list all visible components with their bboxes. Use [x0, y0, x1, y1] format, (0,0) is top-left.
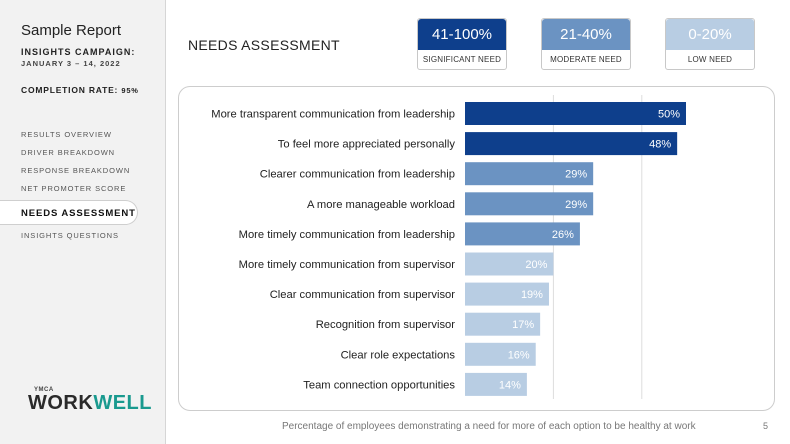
campaign-label: INSIGHTS CAMPAIGN:	[21, 47, 136, 57]
completion-rate: COMPLETION RATE: 95%	[21, 85, 139, 95]
nav-insights-questions[interactable]: INSIGHTS QUESTIONS	[21, 231, 119, 240]
bar[interactable]	[465, 252, 554, 276]
value-label: 48%	[649, 139, 671, 151]
page-title: NEEDS ASSESSMENT	[188, 37, 340, 53]
nav-driver-breakdown[interactable]: DRIVER BREAKDOWN	[21, 148, 115, 157]
legend-significant-swatch: 41-100%	[418, 19, 506, 50]
category-label: Clearer communication from leadership	[260, 169, 455, 181]
bar[interactable]	[465, 372, 527, 396]
nav-net-promoter-score[interactable]: NET PROMOTER SCORE	[21, 184, 127, 193]
chart-footnote: Percentage of employees demonstrating a …	[282, 421, 696, 432]
bar[interactable]	[465, 162, 594, 186]
legend-significant-need: 41-100% SIGNIFICANT NEED	[417, 18, 507, 70]
completion-label: COMPLETION RATE:	[21, 85, 119, 95]
logo-well: WELL	[93, 392, 152, 414]
value-label: 17%	[512, 319, 534, 331]
legend-moderate-swatch: 21-40%	[542, 19, 630, 50]
bar[interactable]	[465, 342, 536, 366]
value-label: 20%	[525, 259, 547, 271]
legend-low-swatch: 0-20%	[666, 19, 754, 50]
category-label: To feel more appreciated personally	[278, 139, 456, 151]
completion-value: 95%	[121, 86, 139, 95]
value-label: 16%	[508, 349, 530, 361]
bar[interactable]	[465, 102, 686, 125]
nav-response-breakdown[interactable]: RESPONSE BREAKDOWN	[21, 166, 131, 175]
category-label: More transparent communication from lead…	[211, 109, 455, 121]
bar[interactable]	[465, 282, 549, 306]
ymca-workwell-logo: YMCA WORKWELL	[28, 387, 151, 417]
chart-panel: More transparent communication from lead…	[178, 86, 775, 411]
value-label: 29%	[565, 169, 587, 181]
bar[interactable]	[465, 192, 594, 216]
category-label: Recognition from supervisor	[316, 319, 456, 331]
category-label: A more manageable workload	[307, 199, 455, 211]
sidebar: Sample Report INSIGHTS CAMPAIGN: JANUARY…	[0, 0, 166, 444]
logo-ymca-text: YMCA	[34, 387, 54, 393]
legend-moderate-need: 21-40% MODERATE NEED	[541, 18, 631, 70]
value-label: 26%	[552, 229, 574, 241]
logo-work: WORK	[28, 392, 94, 414]
value-label: 19%	[521, 289, 543, 301]
bar[interactable]	[465, 222, 580, 246]
value-label: 14%	[499, 379, 521, 391]
legend-moderate-label: MODERATE NEED	[550, 55, 622, 64]
category-label: More timely communication from superviso…	[239, 259, 456, 271]
logo-wordmark: WORKWELL	[28, 392, 152, 415]
campaign-dates: JANUARY 3 – 14, 2022	[21, 59, 121, 68]
needs-bar-chart: More transparent communication from lead…	[211, 95, 686, 399]
sidebar-nav: RESULTS OVERVIEW DRIVER BREAKDOWN RESPON…	[0, 126, 166, 245]
bar[interactable]	[465, 132, 678, 156]
category-label: More timely communication from leadershi…	[239, 229, 455, 241]
category-label: Team connection opportunities	[303, 379, 455, 391]
value-label: 29%	[565, 199, 587, 211]
legend-significant-label: SIGNIFICANT NEED	[422, 55, 502, 64]
value-label: 50%	[658, 109, 680, 121]
nav-needs-assessment[interactable]: NEEDS ASSESSMENT	[0, 200, 138, 225]
category-label: Clear role expectations	[341, 349, 456, 361]
legend-low-need: 0-20% LOW NEED	[665, 18, 755, 70]
category-label: Clear communication from supervisor	[270, 289, 456, 301]
legend-low-label: LOW NEED	[687, 55, 733, 64]
nav-results-overview[interactable]: RESULTS OVERVIEW	[21, 130, 112, 139]
page-number: 5	[763, 421, 769, 431]
report-title: Sample Report	[21, 22, 122, 39]
bar[interactable]	[465, 312, 541, 336]
